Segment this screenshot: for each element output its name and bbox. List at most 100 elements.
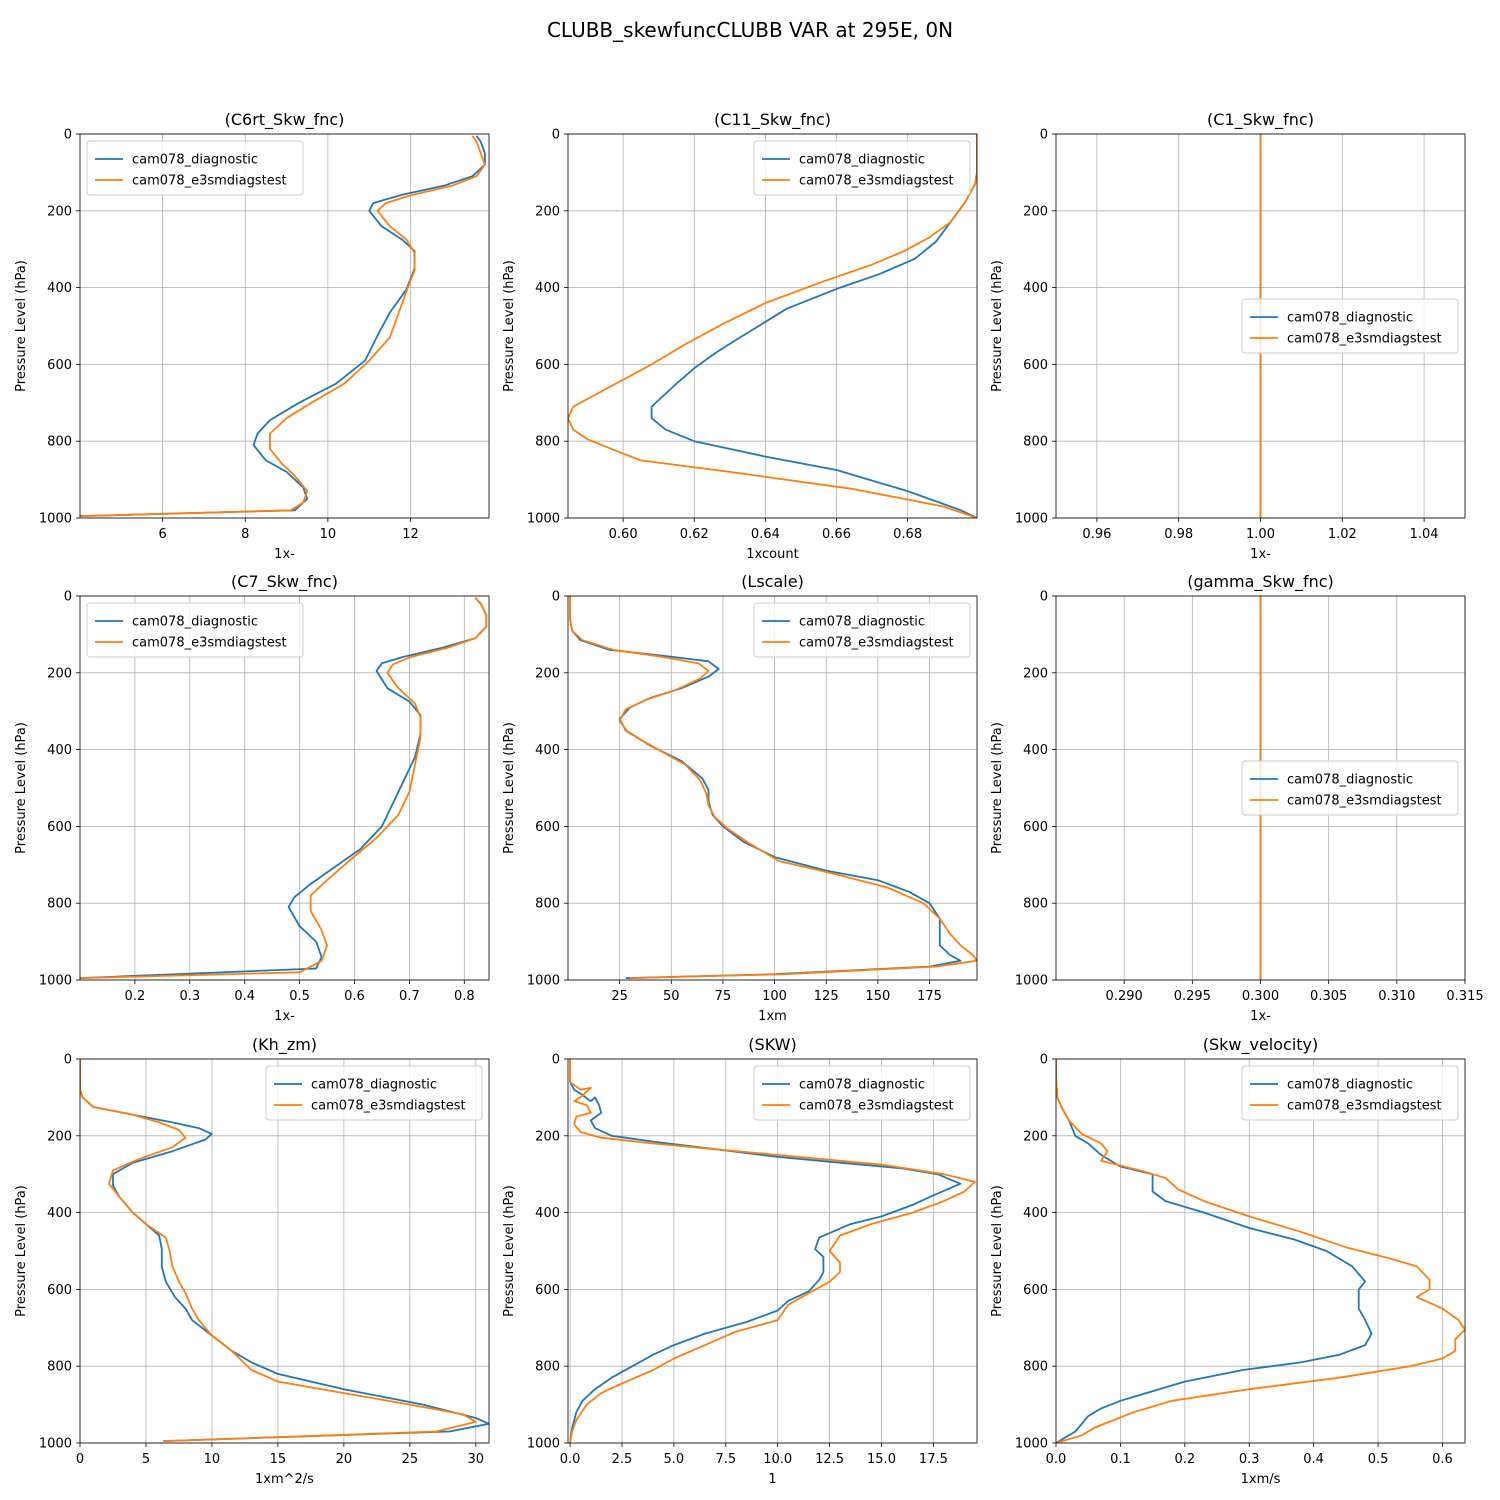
- y-axis-label: Pressure Level (hPa): [502, 260, 517, 392]
- axes-frame: [567, 1058, 978, 1444]
- panel-title: (Lscale): [741, 572, 804, 591]
- legend-label: cam078_e3smdiagstest: [132, 636, 287, 651]
- x-tick-label: 10.0: [763, 1452, 792, 1467]
- x-tick-label: 1.00: [1246, 527, 1275, 542]
- x-tick-label: 10: [204, 1452, 221, 1467]
- x-axis-label: 1xcount: [746, 547, 798, 562]
- axes-frame: [1055, 595, 1466, 981]
- x-tick-label: 0.305: [1310, 989, 1347, 1004]
- legend-label: cam078_diagnostic: [311, 1078, 437, 1093]
- y-tick-label: 0: [64, 1053, 72, 1068]
- y-axis-label: Pressure Level (hPa): [990, 1185, 1005, 1317]
- x-tick-label: 0.5: [289, 989, 310, 1004]
- y-tick-label: 600: [535, 358, 560, 373]
- panel-title: (C6rt_Skw_fnc): [225, 110, 345, 130]
- series-line-cam078_diagnostic: [569, 1059, 962, 1443]
- x-axis-label: 1: [768, 1472, 776, 1487]
- y-axis-label: Pressure Level (hPa): [14, 722, 29, 854]
- y-tick-label: 0: [552, 128, 560, 143]
- y-tick-label: 1000: [527, 974, 560, 989]
- x-tick-label: 0.310: [1378, 989, 1415, 1004]
- legend-label: cam078_diagnostic: [132, 615, 258, 630]
- chart-panel: 0.2 0.3 0.4 0.5 0.6 0.7 0.8 0 200 400 600 800 1000 (C…: [14, 572, 490, 1024]
- y-tick-label: 1000: [39, 1437, 72, 1452]
- x-axis-label: 1x-: [274, 547, 295, 562]
- x-tick-label: 0.2: [1174, 1452, 1195, 1467]
- x-tick-label: 25: [611, 989, 628, 1004]
- y-tick-label: 400: [1023, 281, 1048, 296]
- y-tick-label: 800: [1023, 897, 1048, 912]
- y-tick-label: 400: [535, 1206, 560, 1221]
- axes-frame: [79, 133, 490, 519]
- x-tick-label: 0.295: [1174, 989, 1211, 1004]
- legend-label: cam078_e3smdiagstest: [799, 636, 954, 651]
- x-tick-label: 6: [158, 527, 166, 542]
- legend: cam078_diagnostic cam078_e3smdiagstest: [1241, 1065, 1459, 1121]
- y-tick-label: 600: [47, 358, 72, 373]
- chart-panel: 0.96 0.98 1.00 1.02 1.04 0 200 400 600 800 1000 (C1…: [990, 110, 1466, 562]
- axes-frame: [79, 1058, 490, 1444]
- axes-frame: [79, 595, 490, 981]
- legend-frame: [753, 602, 971, 658]
- x-tick-label: 0.6: [1432, 1452, 1453, 1467]
- x-tick-label: 0.8: [454, 989, 475, 1004]
- y-tick-label: 400: [47, 743, 72, 758]
- x-tick-label: 12: [402, 527, 419, 542]
- legend: cam078_diagnostic cam078_e3smdiagstest: [86, 602, 304, 658]
- y-tick-label: 600: [1023, 820, 1048, 835]
- y-tick-label: 200: [47, 666, 72, 681]
- x-tick-label: 0.300: [1242, 989, 1279, 1004]
- x-tick-label: 75: [715, 989, 732, 1004]
- x-axis-label: 1x-: [1250, 547, 1271, 562]
- y-tick-label: 200: [1023, 204, 1048, 219]
- legend: cam078_diagnostic cam078_e3smdiagstest: [265, 1065, 483, 1121]
- y-axis-label: Pressure Level (hPa): [14, 260, 29, 392]
- y-tick-label: 0: [552, 1053, 560, 1068]
- series-line-cam078_e3smdiagstest: [569, 1059, 976, 1443]
- x-tick-label: 0.96: [1082, 527, 1111, 542]
- y-tick-label: 1000: [1015, 974, 1048, 989]
- series-line-cam078_diagnostic: [80, 1059, 489, 1442]
- y-tick-label: 1000: [1015, 512, 1048, 527]
- y-tick-label: 400: [47, 1206, 72, 1221]
- y-tick-label: 200: [535, 204, 560, 219]
- x-tick-label: 20: [336, 1452, 353, 1467]
- y-tick-label: 400: [1023, 1206, 1048, 1221]
- legend: cam078_diagnostic cam078_e3smdiagstest: [753, 140, 971, 196]
- x-tick-label: 100: [762, 989, 787, 1004]
- x-tick-label: 0.62: [680, 527, 709, 542]
- y-tick-label: 1000: [1015, 1437, 1048, 1452]
- series-line-cam078_e3smdiagstest: [80, 597, 488, 979]
- y-tick-label: 200: [1023, 666, 1048, 681]
- legend-label: cam078_e3smdiagstest: [1287, 794, 1442, 809]
- legend-frame: [1241, 1065, 1459, 1121]
- x-tick-label: 0.7: [399, 989, 420, 1004]
- panel-title: (C11_Skw_fnc): [714, 110, 831, 130]
- x-tick-label: 30: [468, 1452, 485, 1467]
- y-axis-label: Pressure Level (hPa): [502, 722, 517, 854]
- y-axis-label: Pressure Level (hPa): [502, 1185, 517, 1317]
- y-axis-label: Pressure Level (hPa): [990, 260, 1005, 392]
- series-line-cam078_e3smdiagstest: [80, 135, 486, 517]
- y-tick-label: 0: [552, 590, 560, 605]
- legend-label: cam078_e3smdiagstest: [799, 1099, 954, 1114]
- panel-title: (Kh_zm): [252, 1035, 317, 1055]
- x-tick-label: 175: [917, 989, 942, 1004]
- legend-label: cam078_e3smdiagstest: [311, 1099, 466, 1114]
- x-tick-label: 0.68: [893, 527, 922, 542]
- y-axis-label: Pressure Level (hPa): [990, 722, 1005, 854]
- legend-label: cam078_e3smdiagstest: [1287, 332, 1442, 347]
- x-tick-label: 50: [663, 989, 680, 1004]
- series-line-cam078_e3smdiagstest: [1056, 1059, 1465, 1443]
- x-tick-label: 7.5: [715, 1452, 736, 1467]
- x-axis-label: 1x-: [274, 1009, 295, 1024]
- y-tick-label: 600: [47, 820, 72, 835]
- y-tick-label: 200: [47, 1129, 72, 1144]
- y-tick-label: 600: [1023, 358, 1048, 373]
- chart-panel: 0.0 0.1 0.2 0.3 0.4 0.5 0.6 0 200 400 600 800 1000 (S…: [990, 1035, 1466, 1487]
- chart-panel: 25 50 75 100 125 150 175 0 200 400 600 800 1000 (Lsca…: [502, 572, 978, 1024]
- x-tick-label: 0.315: [1446, 989, 1483, 1004]
- axes-frame: [567, 595, 978, 981]
- x-axis-label: 1x-: [1250, 1009, 1271, 1024]
- x-tick-label: 0.4: [1303, 1452, 1324, 1467]
